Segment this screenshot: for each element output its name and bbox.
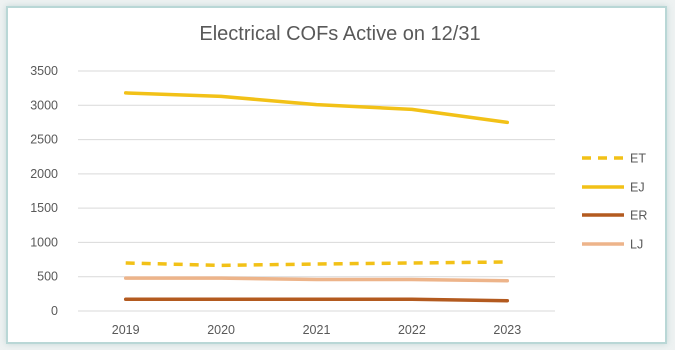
chart-title: Electrical COFs Active on 12/31 [199,23,480,45]
y-tick-label: 2500 [30,133,58,147]
y-axis-tick-labels: 0 500 1000 1500 2000 2500 3000 3500 [30,64,58,318]
x-tick-label: 2021 [303,323,331,337]
x-tick-label: 2023 [493,323,521,337]
chart-frame [6,6,667,344]
gridlines [78,70,555,312]
x-axis-tick-labels: 2019 2020 2021 2022 2023 [112,323,521,337]
series-lines [123,91,510,303]
legend: ET EJ ER LJ [582,152,647,252]
legend-label-lj: LJ [630,238,643,252]
legend-label-er: ER [630,209,647,223]
y-tick-label: 1000 [30,235,58,249]
legend-label-ej: EJ [630,181,645,195]
series-line-ej [123,91,510,125]
x-tick-label: 2022 [398,323,426,337]
x-tick-label: 2019 [112,323,140,337]
series-line-lj [123,276,510,283]
y-tick-label: 3500 [30,64,58,78]
y-tick-label: 1500 [30,201,58,215]
legend-label-et: ET [630,152,646,166]
y-tick-label: 0 [51,304,58,318]
y-tick-label: 2000 [30,167,58,181]
series-line-er [123,297,510,303]
x-tick-label: 2020 [207,323,235,337]
y-tick-label: 500 [37,270,58,284]
y-tick-label: 3000 [30,98,58,112]
series-line-et [125,260,508,268]
